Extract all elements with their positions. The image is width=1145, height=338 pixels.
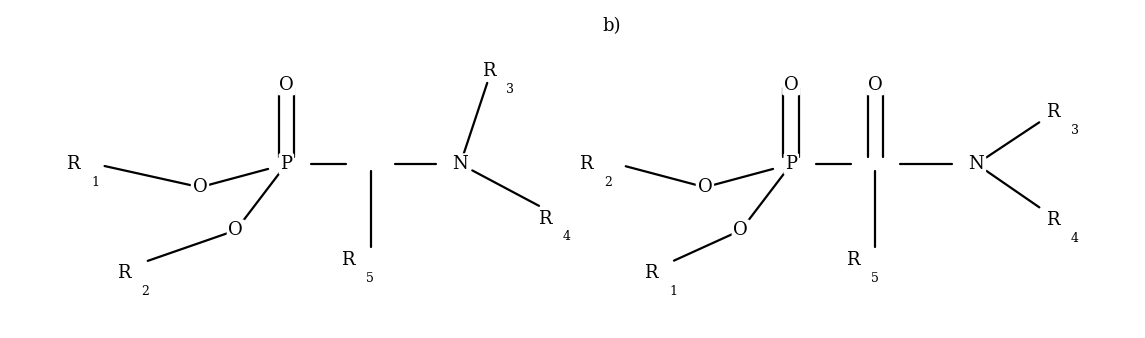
Text: O: O	[192, 178, 207, 196]
Text: R: R	[1047, 103, 1059, 121]
Text: N: N	[969, 155, 985, 173]
Text: 2: 2	[603, 176, 611, 189]
Text: 2: 2	[142, 285, 150, 298]
Text: R: R	[538, 210, 551, 228]
Text: R: R	[482, 62, 495, 80]
Text: R: R	[117, 264, 131, 282]
Text: R: R	[1047, 211, 1059, 230]
Text: N: N	[452, 155, 468, 173]
Text: O: O	[697, 178, 712, 196]
Text: P: P	[281, 155, 292, 173]
Text: R: R	[341, 251, 355, 269]
Text: R: R	[645, 264, 657, 282]
Text: R: R	[579, 155, 593, 173]
Text: 5: 5	[871, 272, 879, 285]
Text: R: R	[66, 155, 80, 173]
Text: b): b)	[602, 17, 621, 34]
Text: 1: 1	[669, 285, 677, 298]
Text: P: P	[785, 155, 797, 173]
Text: R: R	[846, 251, 860, 269]
Text: 3: 3	[506, 83, 514, 96]
Text: 5: 5	[366, 272, 374, 285]
Text: O: O	[229, 221, 243, 239]
Text: O: O	[868, 75, 883, 94]
Text: 1: 1	[92, 176, 100, 189]
Text: O: O	[279, 75, 294, 94]
Text: O: O	[784, 75, 799, 94]
Text: 3: 3	[1071, 124, 1079, 137]
Text: O: O	[734, 221, 748, 239]
Text: 4: 4	[1071, 232, 1079, 245]
Text: 4: 4	[562, 231, 570, 243]
